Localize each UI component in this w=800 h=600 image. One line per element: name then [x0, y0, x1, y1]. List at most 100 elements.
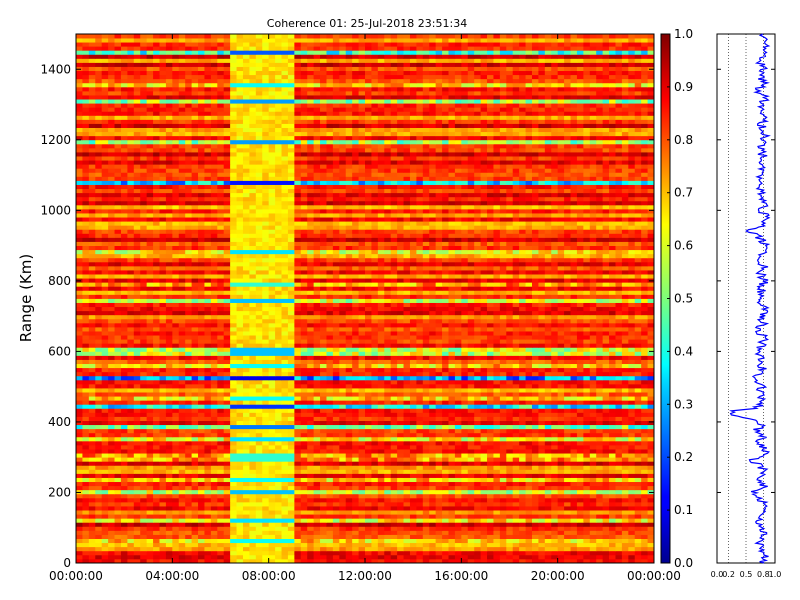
heatmap-cell [108, 501, 115, 507]
heatmap-cell [499, 392, 507, 397]
heatmap-cell [133, 420, 141, 426]
heatmap-cell [538, 416, 546, 421]
heatmap-cell [641, 432, 648, 438]
heatmap-cell [628, 510, 636, 515]
heatmap-cell [178, 465, 186, 470]
heatmap-cell [461, 375, 469, 381]
heatmap-cell [262, 355, 270, 360]
heatmap-cell [551, 477, 559, 483]
heatmap-cell [320, 546, 327, 552]
heatmap-cell [544, 489, 552, 495]
heatmap-cell [210, 493, 218, 499]
heatmap-cell [300, 440, 308, 446]
heatmap-cell [615, 388, 623, 393]
heatmap-cell [287, 416, 295, 421]
heatmap-cell [589, 554, 597, 560]
heatmap-cell [230, 371, 237, 377]
heatmap-cell [422, 408, 430, 413]
heatmap-cell [236, 493, 244, 499]
heatmap-cell [435, 444, 443, 450]
heatmap-cell [615, 558, 623, 564]
heatmap-cell [133, 457, 141, 462]
heatmap-cell [204, 457, 212, 462]
heatmap-cell [198, 510, 205, 515]
heatmap-cell [300, 444, 308, 450]
heatmap-cell [628, 347, 636, 352]
heatmap-cell [275, 404, 282, 409]
heatmap-cell [371, 493, 379, 499]
heatmap-cell [242, 558, 250, 564]
heatmap-cell [467, 379, 475, 385]
heatmap-cell [544, 347, 552, 352]
heatmap-cell [320, 453, 327, 458]
heatmap-cell [281, 428, 289, 434]
heatmap-cell [217, 510, 225, 515]
heatmap-cell [88, 477, 96, 483]
heatmap-cell [198, 400, 205, 405]
heatmap-cell [313, 383, 321, 389]
heatmap-cell [300, 558, 308, 564]
heatmap-cell [609, 383, 616, 389]
heatmap-cell [371, 457, 379, 462]
heatmap-cell [474, 558, 481, 564]
heatmap-cell [332, 371, 340, 377]
heatmap-cell [133, 355, 141, 360]
heatmap-cell [596, 501, 604, 507]
heatmap-cell [120, 493, 128, 499]
heatmap-cell [153, 396, 160, 401]
heatmap-cell [557, 388, 565, 393]
heatmap-cell [255, 481, 263, 487]
heatmap-cell [615, 461, 623, 466]
heatmap-cell [409, 522, 417, 527]
heatmap-cell [583, 444, 591, 450]
heatmap-cell [287, 530, 295, 535]
heatmap-cell [409, 558, 417, 564]
heatmap-cell [146, 383, 154, 389]
heatmap-cell [641, 453, 648, 458]
heatmap-cell [634, 485, 642, 491]
heatmap-cell [287, 461, 295, 466]
heatmap-cell [159, 339, 167, 344]
heatmap-cell [371, 416, 379, 421]
heatmap-cell [332, 404, 340, 409]
heatmap-cell [108, 436, 115, 442]
heatmap-cell [204, 493, 212, 499]
heatmap-cell [461, 440, 469, 446]
heatmap-cell [564, 522, 571, 527]
heatmap-cell [596, 392, 604, 397]
heatmap-cell [371, 404, 379, 409]
heatmap-cell [172, 469, 180, 474]
heatmap-cell [409, 363, 417, 369]
heatmap-cell [236, 363, 244, 369]
heatmap-cell [557, 396, 565, 401]
heatmap-cell [403, 510, 411, 515]
heatmap-cell [596, 440, 604, 446]
heatmap-cell [628, 453, 636, 458]
heatmap-cell [442, 347, 449, 352]
heatmap-cell [159, 506, 167, 511]
heatmap-cell [275, 400, 282, 405]
heatmap-cell [621, 339, 629, 344]
heatmap-cell [287, 363, 295, 369]
heatmap-cell [564, 542, 571, 548]
heatmap-cell [397, 440, 404, 446]
heatmap-cell [615, 501, 623, 507]
heatmap-cell [358, 497, 366, 503]
heatmap-cell [621, 550, 629, 556]
heatmap-cell [384, 400, 392, 405]
heatmap-cell [583, 424, 591, 430]
heatmap-cell [461, 404, 469, 409]
heatmap-cell [544, 526, 552, 531]
heatmap-cell [416, 371, 424, 377]
heatmap-cell [230, 558, 237, 564]
heatmap-cell [352, 477, 359, 483]
heatmap-cell [345, 522, 353, 527]
heatmap-cell [294, 518, 302, 523]
heatmap-cell [320, 339, 327, 344]
heatmap-cell [294, 538, 302, 544]
heatmap-cell [114, 396, 122, 401]
heatmap-cell [76, 506, 83, 511]
heatmap-cell [352, 412, 359, 417]
heatmap-cell [422, 396, 430, 401]
heatmap-cell [358, 473, 366, 478]
